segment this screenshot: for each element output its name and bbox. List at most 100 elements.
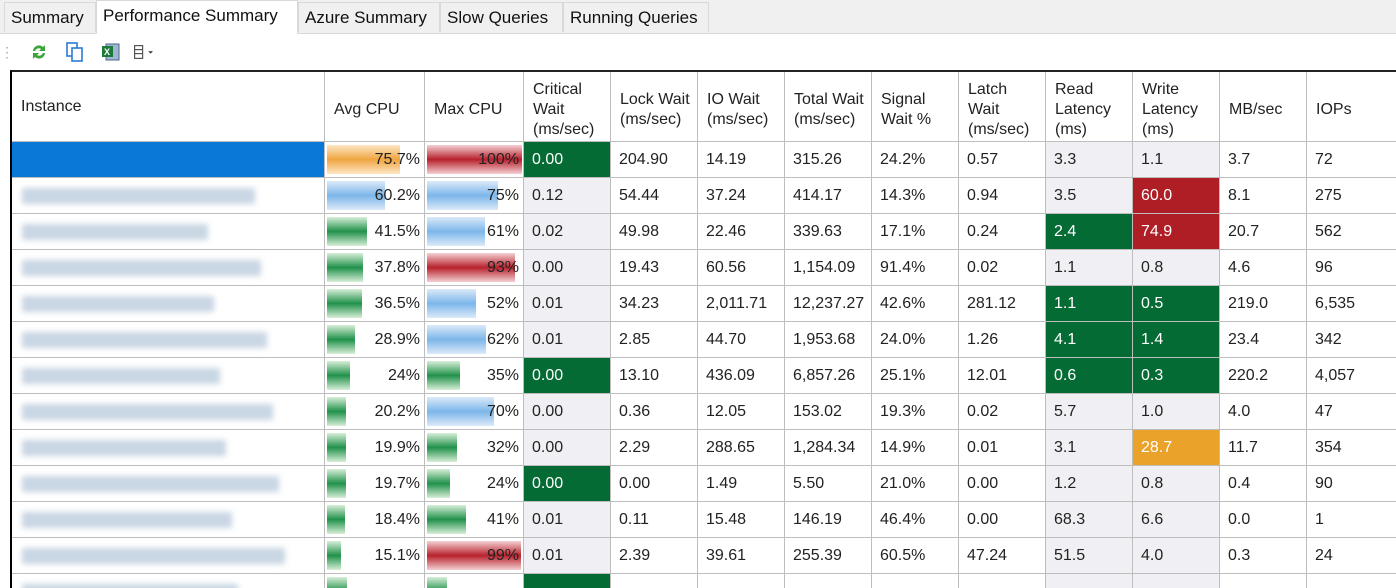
avg-cpu-cell: 37.8% [325, 250, 425, 286]
column-header-label: Latch Wait (ms/sec) [968, 80, 1030, 138]
max-cpu-bar [427, 361, 461, 390]
avg-cpu-cell: 15.1% [325, 538, 425, 574]
instance-name-redacted [22, 512, 232, 528]
avg-cpu-bar [327, 361, 351, 390]
instance-cell[interactable] [12, 358, 325, 394]
columns-menu-icon[interactable] [133, 40, 157, 64]
max-cpu-value: 61% [486, 223, 519, 240]
instance-cell[interactable] [12, 142, 325, 178]
cell-read: 1.1 [1046, 250, 1133, 286]
cell-crit: 0.00 [524, 358, 611, 394]
instance-cell[interactable] [12, 286, 325, 322]
instance-cell[interactable] [12, 178, 325, 214]
instance-cell[interactable] [12, 502, 325, 538]
column-header-crit[interactable]: Critical Wait (ms/sec) [524, 72, 611, 142]
max-cpu-cell: 100% [425, 142, 524, 178]
cell-read [1046, 574, 1133, 588]
column-header-avg[interactable]: Avg CPU [325, 72, 425, 142]
cell-iops: 24 [1307, 538, 1396, 574]
avg-cpu-value: 75.7% [374, 151, 420, 168]
cell-io: 44.70 [698, 322, 785, 358]
cell-io: 15.48 [698, 502, 785, 538]
cell-read: 2.4 [1046, 214, 1133, 250]
tab-performance-summary[interactable]: Performance Summary [96, 0, 298, 34]
cell-lock: 49.98 [611, 214, 698, 250]
excel-export-icon[interactable]: X [99, 40, 123, 64]
cell-signal: 42.6% [872, 286, 959, 322]
column-header-label: Total Wait (ms/sec) [794, 90, 864, 128]
instance-name-redacted [22, 548, 285, 564]
cell-iops: 1 [1307, 502, 1396, 538]
instance-cell[interactable] [12, 430, 325, 466]
cell-lock: 34.23 [611, 286, 698, 322]
tab-azure-summary[interactable]: Azure Summary [298, 2, 440, 32]
instance-cell[interactable] [12, 466, 325, 502]
column-header-latch[interactable]: Latch Wait (ms/sec) [959, 72, 1046, 142]
cell-read: 0.6 [1046, 358, 1133, 394]
cell-crit: 0.12 [524, 178, 611, 214]
max-cpu-value: 62% [486, 331, 519, 348]
column-header-max[interactable]: Max CPU [425, 72, 524, 142]
instance-cell[interactable] [12, 250, 325, 286]
cell-crit: 0.00 [524, 250, 611, 286]
cell-latch: 0.24 [959, 214, 1046, 250]
cell-lock: 0.11 [611, 502, 698, 538]
max-cpu-bar [427, 505, 466, 534]
column-header-mb[interactable]: MB/sec [1220, 72, 1307, 142]
cell-signal: 60.5% [872, 538, 959, 574]
cell-read: 3.5 [1046, 178, 1133, 214]
column-header-instance[interactable]: Instance [12, 72, 325, 142]
cell-read: 4.1 [1046, 322, 1133, 358]
cell-total: 1,953.68 [785, 322, 872, 358]
max-cpu-bar [427, 289, 477, 318]
refresh-icon[interactable] [27, 40, 51, 64]
max-cpu-value: 24% [486, 475, 519, 492]
max-cpu-value: 32% [486, 439, 519, 456]
cell-iops: 96 [1307, 250, 1396, 286]
cell-signal: 21.0% [872, 466, 959, 502]
copy-icon[interactable] [63, 40, 87, 64]
max-cpu-bar [427, 325, 486, 354]
tab-summary[interactable]: Summary [4, 2, 96, 32]
avg-cpu-bar [327, 217, 367, 246]
avg-cpu-cell: 41.5% [325, 214, 425, 250]
avg-cpu-bar [327, 505, 345, 534]
cell-write: 1.1 [1133, 142, 1220, 178]
column-header-lock[interactable]: Lock Wait (ms/sec) [611, 72, 698, 142]
instance-cell[interactable] [12, 394, 325, 430]
column-header-total[interactable]: Total Wait (ms/sec) [785, 72, 872, 142]
cell-write: 60.0 [1133, 178, 1220, 214]
performance-grid: Instance Avg CPU Max CPU Critical Wait (ms/… [10, 70, 1396, 588]
column-header-io[interactable]: IO Wait (ms/sec) [698, 72, 785, 142]
cell-iops: 275 [1307, 178, 1396, 214]
cell-write: 74.9 [1133, 214, 1220, 250]
column-header-read[interactable]: Read Latency (ms) [1046, 72, 1133, 142]
cell-crit: 0.01 [524, 286, 611, 322]
instance-cell[interactable] [12, 538, 325, 574]
cell-write: 0.8 [1133, 250, 1220, 286]
avg-cpu-cell: 19.7% [325, 466, 425, 502]
column-header-write[interactable]: Write Latency (ms) [1133, 72, 1220, 142]
cell-lock: 204.90 [611, 142, 698, 178]
avg-cpu-cell: 24% [325, 358, 425, 394]
max-cpu-bar [427, 433, 458, 462]
cell-io: 22.46 [698, 214, 785, 250]
cell-crit: 0.00 [524, 430, 611, 466]
cell-mb [1220, 574, 1307, 588]
tab-slow-queries[interactable]: Slow Queries [440, 2, 563, 32]
instance-cell[interactable] [12, 214, 325, 250]
cell-mb: 23.4 [1220, 322, 1307, 358]
cell-io: 37.24 [698, 178, 785, 214]
column-header-signal[interactable]: Signal Wait % [872, 72, 959, 142]
max-cpu-cell: 93% [425, 250, 524, 286]
instance-cell[interactable] [12, 322, 325, 358]
tab-running-queries[interactable]: Running Queries [563, 2, 709, 32]
cell-io: 436.09 [698, 358, 785, 394]
cell-mb: 0.0 [1220, 502, 1307, 538]
column-header-iops[interactable]: IOPs [1307, 72, 1396, 142]
column-header-label: IOPs [1316, 100, 1352, 118]
toolbar-grip-icon: ⋮ [0, 43, 14, 60]
cell-latch: 0.00 [959, 466, 1046, 502]
cell-read: 3.3 [1046, 142, 1133, 178]
cell-total: 5.50 [785, 466, 872, 502]
